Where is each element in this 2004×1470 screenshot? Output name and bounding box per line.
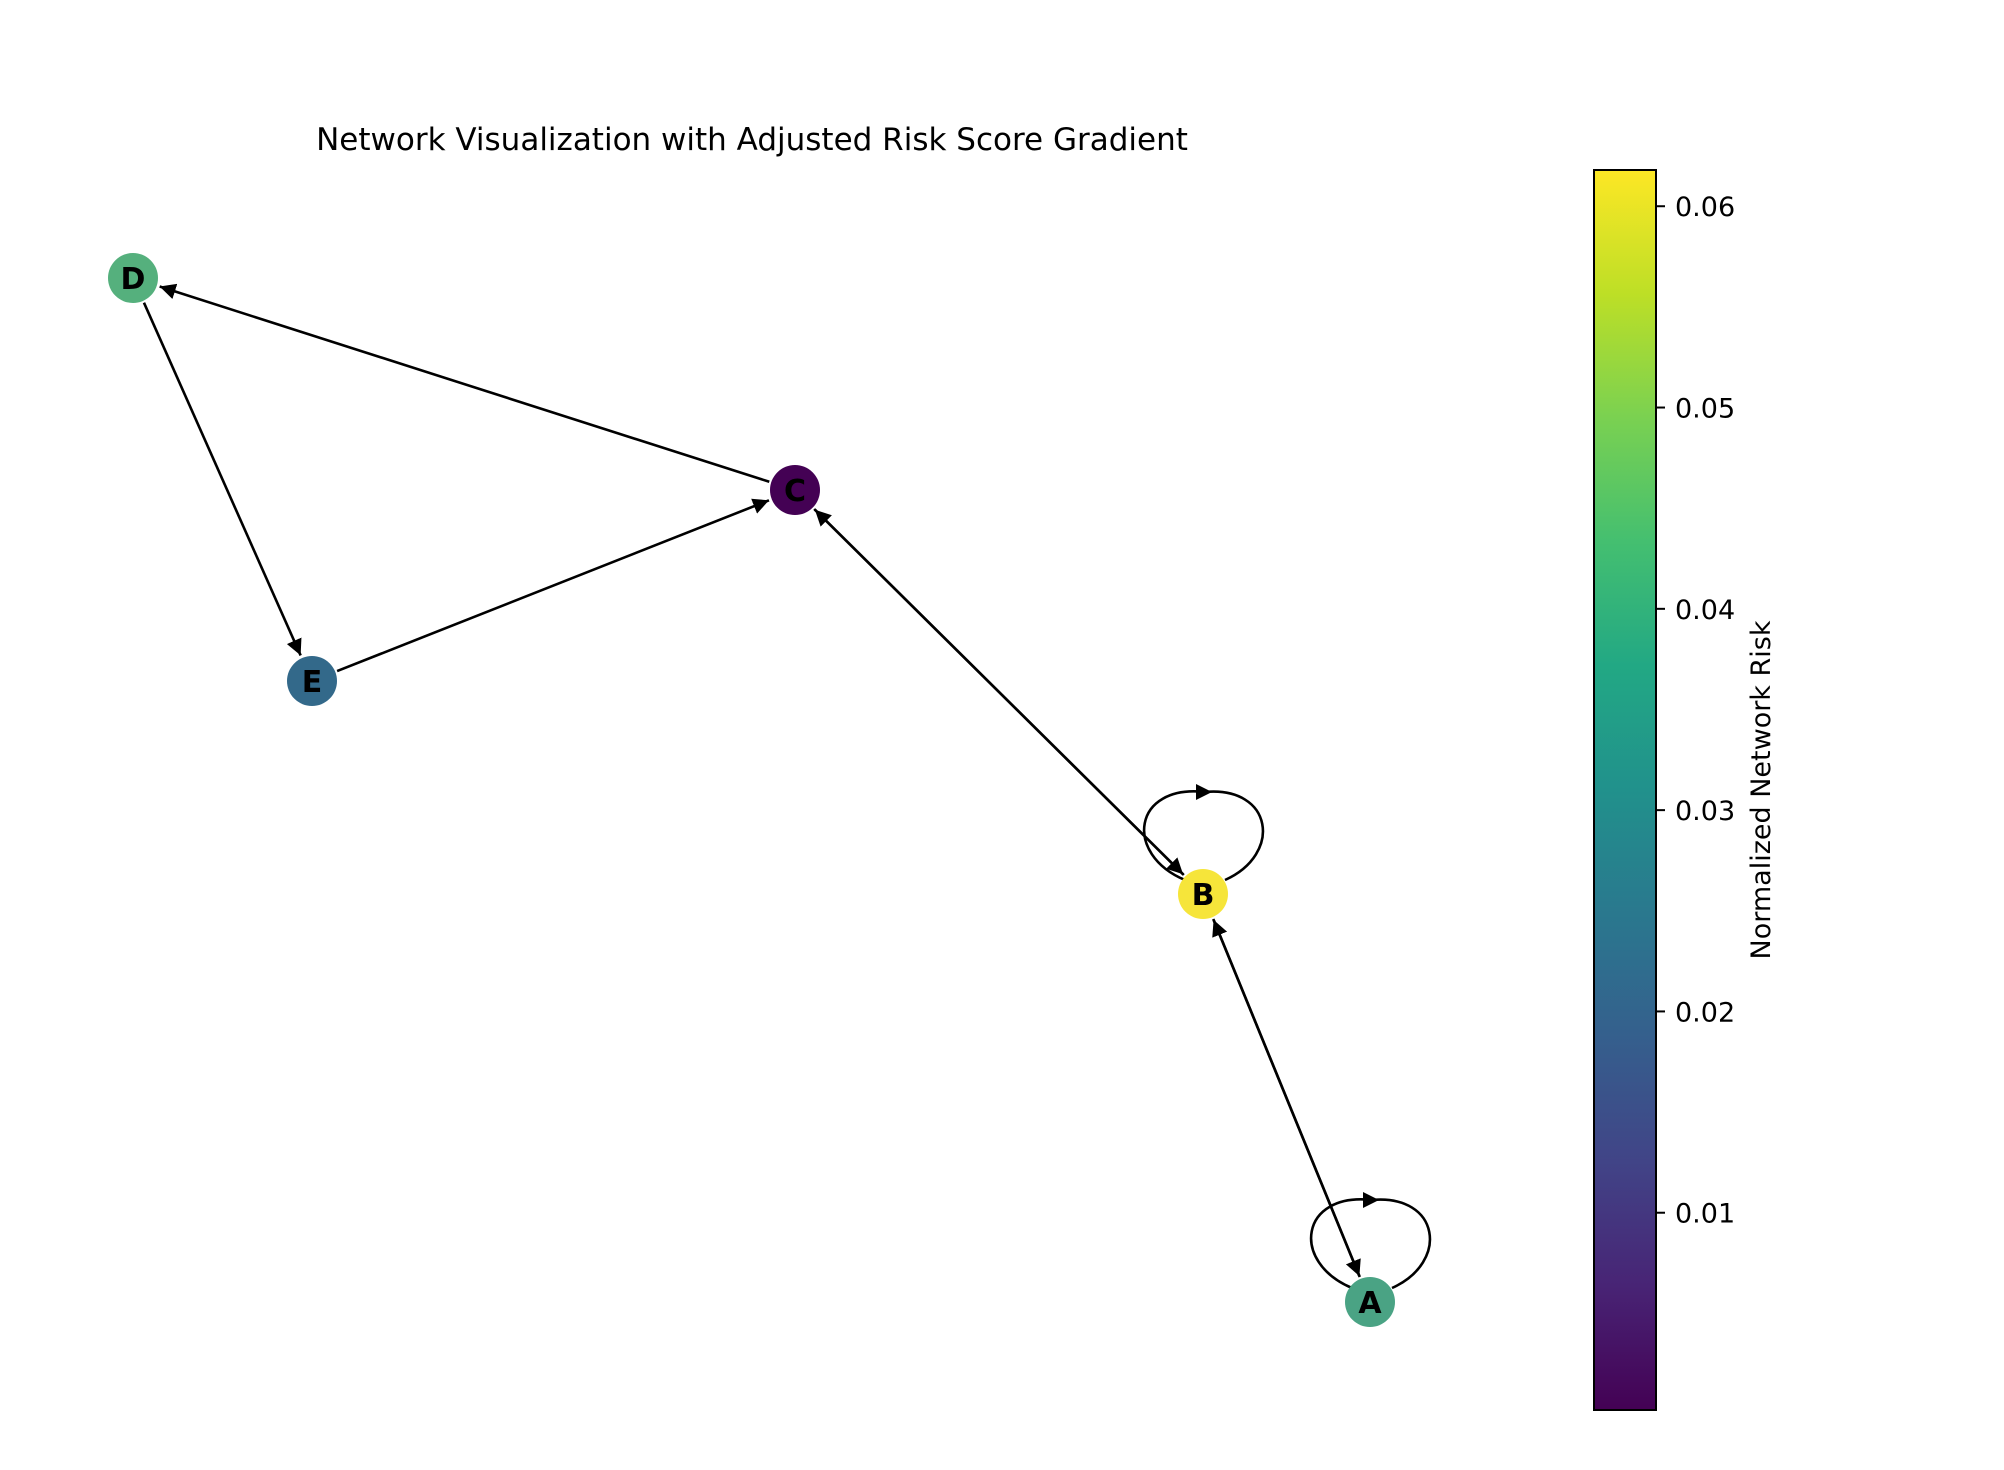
edge-D-E (142, 302, 302, 656)
node-E[interactable]: E (287, 656, 337, 706)
node-C-label: C (784, 474, 806, 509)
nodes-layer: A B C D E (108, 253, 1395, 1327)
node-D-label: D (121, 262, 146, 297)
edge-C-B (813, 508, 1185, 876)
colorbar: 0.01 0.02 0.03 0.04 0.05 0.06 Normalized Netw… (1593, 169, 1777, 1411)
edge-A-A (1309, 1198, 1432, 1290)
colorbar-ticks: 0.01 0.02 0.03 0.04 0.05 0.06 (1656, 192, 1735, 1230)
edge-B-B-arrowhead (1196, 784, 1212, 800)
colorbar-tick-label: 0.02 (1675, 997, 1735, 1028)
edge-C-D (159, 283, 770, 484)
node-E-circle (287, 656, 337, 706)
node-C-circle (770, 465, 820, 515)
colorbar-tick-label: 0.04 (1675, 595, 1735, 626)
node-C[interactable]: C (770, 465, 820, 515)
colorbar-label: Normalized Network Risk (1746, 620, 1777, 959)
node-B[interactable]: B (1178, 869, 1228, 919)
node-A[interactable]: A (1345, 1277, 1395, 1327)
edge-A-A-arrowhead (1363, 1192, 1379, 1208)
node-B-circle (1178, 869, 1228, 919)
colorbar-tick-label: 0.01 (1675, 1199, 1735, 1230)
edge-B-B (1142, 790, 1265, 882)
node-A-label: A (1358, 1286, 1382, 1321)
node-D[interactable]: D (108, 253, 158, 303)
colorbar-tick-label: 0.05 (1675, 394, 1735, 425)
node-D-circle (108, 253, 158, 303)
colorbar-tick-label: 0.03 (1675, 796, 1735, 827)
chart-title: Network Visualization with Adjusted Risk… (316, 122, 1188, 158)
colorbar-gradient (1593, 169, 1657, 1411)
node-A-circle (1345, 1277, 1395, 1327)
edges-layer (142, 283, 1432, 1290)
edge-B-A (1212, 918, 1361, 1277)
node-E-label: E (302, 665, 323, 700)
node-B-label: B (1192, 878, 1215, 913)
edge-E-C (336, 498, 770, 673)
colorbar-tick-label: 0.06 (1675, 192, 1735, 223)
